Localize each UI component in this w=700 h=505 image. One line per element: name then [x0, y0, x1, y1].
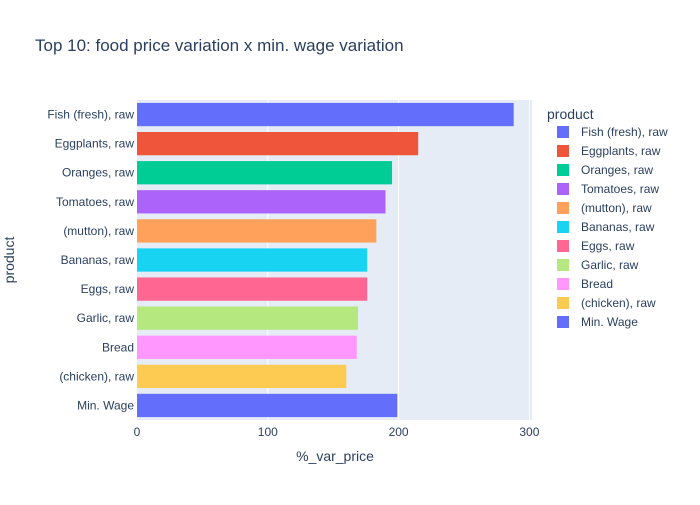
x-tick-labels: 0 100 200 300 — [134, 425, 540, 439]
legend-swatch — [557, 259, 569, 271]
legend-item[interactable]: Eggs, raw — [557, 239, 635, 253]
legend-item[interactable]: (chicken), raw — [557, 296, 656, 310]
legend: Fish (fresh), raw Eggplants, raw Oranges, … — [557, 125, 668, 329]
legend-label: Fish (fresh), raw — [581, 125, 668, 139]
legend-swatch — [557, 278, 569, 290]
legend-item[interactable]: Bread — [557, 277, 613, 291]
legend-item[interactable]: Bananas, raw — [557, 220, 655, 234]
legend-title: product — [547, 106, 594, 122]
bar-6 — [137, 277, 368, 301]
bars — [137, 102, 514, 418]
legend-item[interactable]: (mutton), raw — [557, 201, 652, 215]
legend-swatch — [557, 221, 569, 233]
x-axis-label: %_var_price — [296, 448, 374, 464]
bar-1 — [137, 132, 419, 156]
legend-swatch — [557, 240, 569, 252]
legend-label: Eggplants, raw — [581, 144, 661, 158]
legend-item[interactable]: Fish (fresh), raw — [557, 125, 668, 139]
legend-item[interactable]: Garlic, raw — [557, 258, 639, 272]
bar-10 — [137, 393, 398, 418]
legend-label: Tomatoes, raw — [581, 182, 659, 196]
y-tick-label: Bread — [102, 340, 134, 354]
bar-3 — [137, 190, 386, 214]
legend-swatch — [557, 183, 569, 195]
legend-swatch — [557, 145, 569, 157]
legend-label: Bananas, raw — [581, 220, 655, 234]
legend-item[interactable]: Min. Wage — [557, 315, 638, 329]
chart-title: Top 10: food price variation x min. wage… — [35, 36, 404, 55]
bar-5 — [137, 248, 368, 272]
bar-8 — [137, 335, 357, 359]
legend-label: (mutton), raw — [581, 201, 652, 215]
bar-4 — [137, 219, 377, 243]
bar-9 — [137, 364, 347, 388]
y-axis-label: product — [1, 237, 17, 284]
x-tick-label: 100 — [258, 425, 278, 439]
legend-swatch — [557, 126, 569, 138]
legend-label: (chicken), raw — [581, 296, 656, 310]
legend-item[interactable]: Oranges, raw — [557, 163, 653, 177]
y-tick-label: Eggs, raw — [81, 282, 135, 296]
y-tick-label: Garlic, raw — [77, 311, 135, 325]
legend-label: Oranges, raw — [581, 163, 653, 177]
x-tick-label: 300 — [519, 425, 539, 439]
legend-label: Eggs, raw — [581, 239, 635, 253]
legend-label: Bread — [581, 277, 613, 291]
x-tick-label: 0 — [134, 425, 141, 439]
legend-swatch — [557, 297, 569, 309]
x-tick-label: 200 — [389, 425, 409, 439]
y-tick-label: Tomatoes, raw — [56, 195, 134, 209]
y-tick-label: Oranges, raw — [62, 166, 134, 180]
y-tick-label: (chicken), raw — [59, 369, 134, 383]
y-tick-label: Eggplants, raw — [55, 137, 135, 151]
legend-swatch — [557, 202, 569, 214]
legend-item[interactable]: Tomatoes, raw — [557, 182, 659, 196]
legend-label: Min. Wage — [581, 315, 638, 329]
y-tick-label: Fish (fresh), raw — [47, 108, 134, 122]
bar-2 — [137, 161, 393, 185]
legend-swatch — [557, 164, 569, 176]
y-tick-label: Min. Wage — [77, 398, 134, 412]
y-tick-labels: Fish (fresh), raw Eggplants, raw Oranges, … — [47, 108, 134, 413]
legend-label: Garlic, raw — [581, 258, 639, 272]
legend-item[interactable]: Eggplants, raw — [557, 144, 661, 158]
y-tick-label: (mutton), raw — [63, 224, 134, 238]
bar-7 — [137, 306, 359, 330]
bar-0 — [137, 102, 514, 127]
legend-swatch — [557, 316, 569, 328]
y-tick-label: Bananas, raw — [61, 253, 135, 267]
